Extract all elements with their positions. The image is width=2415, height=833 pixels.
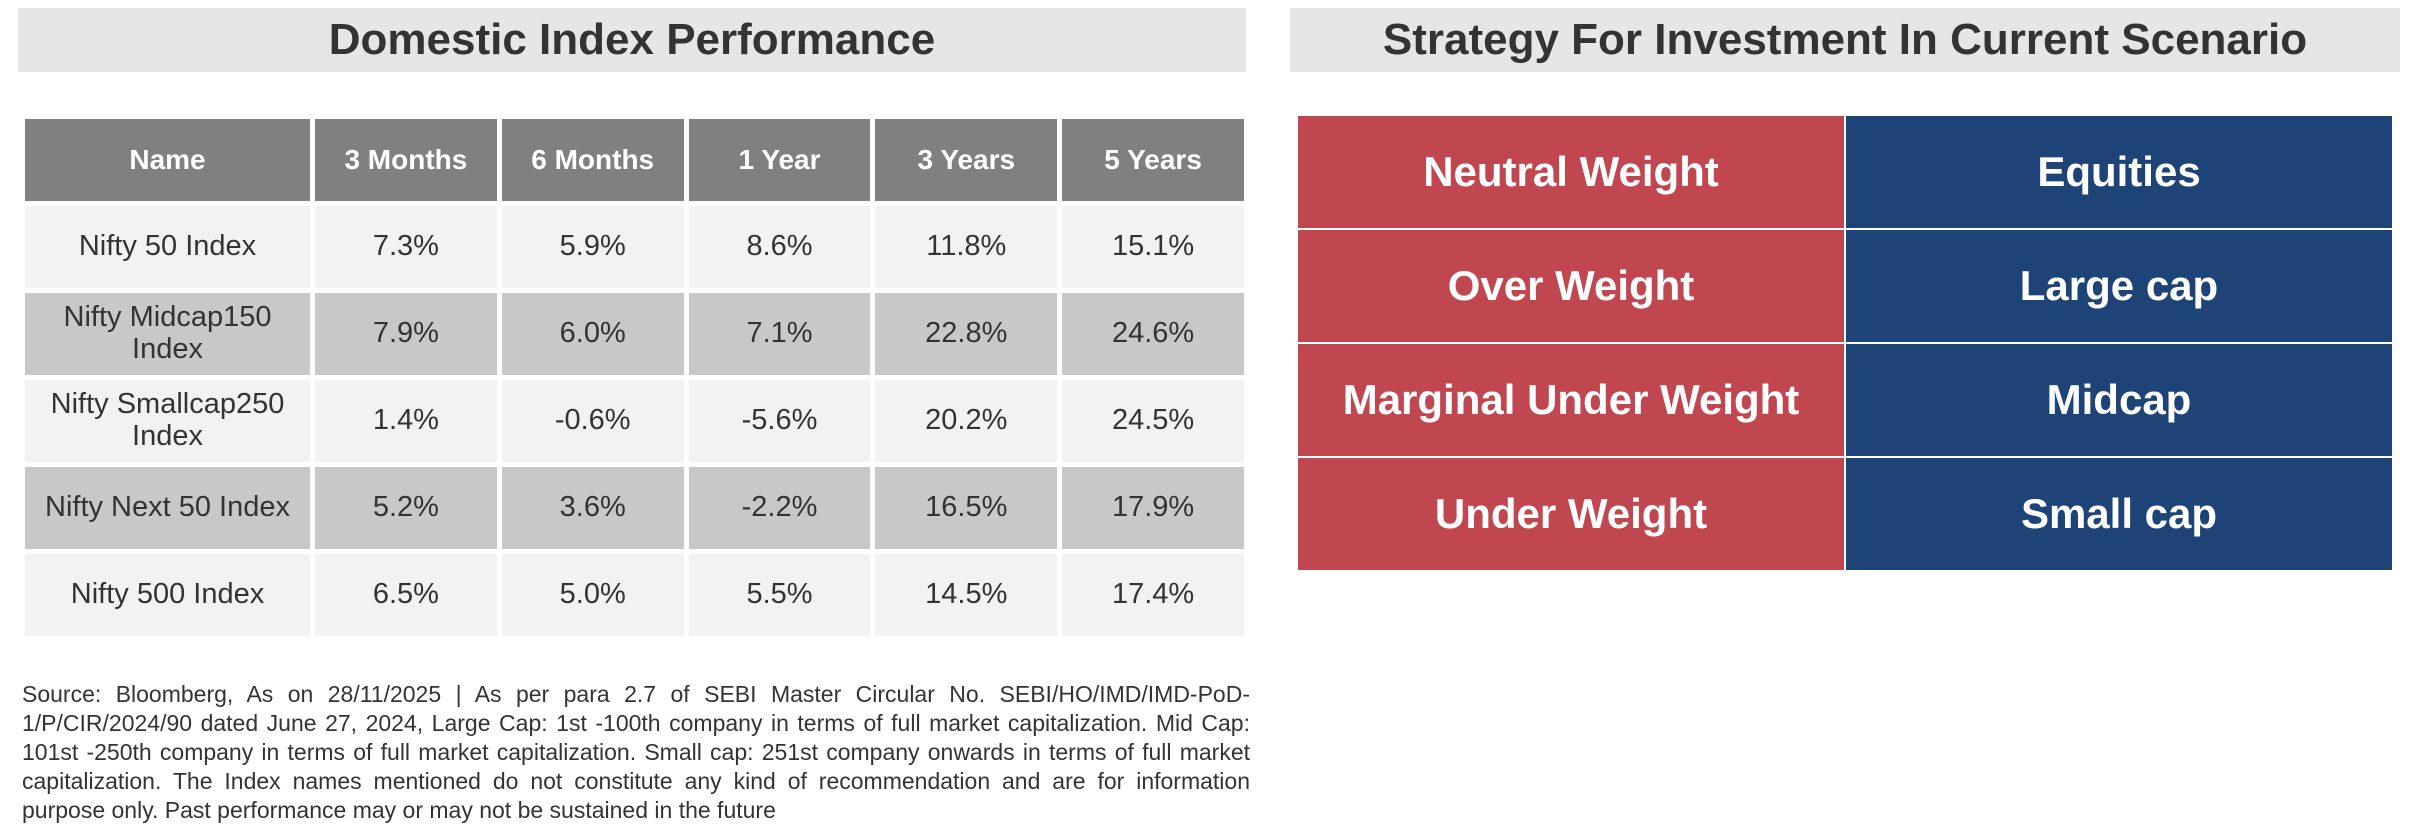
return-cell: 5.9% — [496, 201, 689, 293]
return-cell: 7.9% — [310, 288, 502, 380]
index-name: Nifty Smallcap250 Index — [20, 375, 315, 467]
table-row: Nifty 500 Index 6.5% 5.0% 5.5% 14.5% 17.4% — [20, 549, 1249, 641]
return-cell: -2.2% — [683, 462, 876, 554]
weight-cell: Under Weight — [1296, 456, 1846, 572]
asset-cell: Large cap — [1844, 228, 2394, 344]
return-cell: 17.9% — [1057, 462, 1249, 554]
column-header: 5 Years — [1057, 114, 1249, 206]
strategy-row: Marginal Under Weight Midcap — [1296, 342, 2394, 458]
return-cell: 14.5% — [870, 549, 1063, 641]
section-title: Domestic Index Performance — [18, 8, 1246, 72]
return-cell: 20.2% — [870, 375, 1063, 467]
table-row: Nifty 50 Index 7.3% 5.9% 8.6% 11.8% 15.1% — [20, 201, 1249, 293]
return-cell: 7.1% — [683, 288, 876, 380]
column-header: 1 Year — [683, 114, 876, 206]
strategy-row: Under Weight Small cap — [1296, 456, 2394, 572]
return-cell: 5.2% — [310, 462, 502, 554]
return-cell: -0.6% — [496, 375, 689, 467]
return-cell: 11.8% — [870, 201, 1063, 293]
index-name: Nifty 50 Index — [20, 201, 315, 293]
weight-cell: Marginal Under Weight — [1296, 342, 1846, 458]
column-header: 6 Months — [496, 114, 689, 206]
asset-cell: Midcap — [1844, 342, 2394, 458]
asset-cell: Small cap — [1844, 456, 2394, 572]
index-name: Nifty 500 Index — [20, 549, 315, 641]
return-cell: 3.6% — [496, 462, 689, 554]
return-cell: 24.5% — [1057, 375, 1249, 467]
index-name: Nifty Midcap150 Index — [20, 288, 315, 380]
footnote: Source: Bloomberg, As on 28/11/2025 | As… — [22, 681, 1250, 823]
section-title: Strategy For Investment In Current Scena… — [1290, 8, 2400, 72]
return-cell: 8.6% — [683, 201, 876, 293]
return-cell: 22.8% — [870, 288, 1063, 380]
return-cell: 5.5% — [683, 549, 876, 641]
table-row: Nifty Next 50 Index 5.2% 3.6% -2.2% 16.5% 17.… — [20, 462, 1249, 554]
asset-cell: Equities — [1844, 114, 2394, 230]
column-header: 3 Years — [870, 114, 1063, 206]
strategy-table: Neutral Weight Equities Over Weight Large c… — [1296, 114, 2394, 572]
table-row: Nifty Smallcap250 Index 1.4% -0.6% -5.6% 20.… — [20, 375, 1249, 467]
return-cell: 16.5% — [870, 462, 1063, 554]
weight-cell: Neutral Weight — [1296, 114, 1846, 230]
index-name: Nifty Next 50 Index — [20, 462, 315, 554]
return-cell: 6.0% — [496, 288, 689, 380]
table-row: Nifty Midcap150 Index 7.9% 6.0% 7.1% 22.8% 24… — [20, 288, 1249, 380]
strategy-row: Over Weight Large cap — [1296, 228, 2394, 344]
return-cell: 17.4% — [1057, 549, 1249, 641]
return-cell: 7.3% — [310, 201, 502, 293]
return-cell: -5.6% — [683, 375, 876, 467]
column-header: 3 Months — [310, 114, 502, 206]
return-cell: 24.6% — [1057, 288, 1249, 380]
return-cell: 15.1% — [1057, 201, 1249, 293]
strategy-row: Neutral Weight Equities — [1296, 114, 2394, 230]
return-cell: 1.4% — [310, 375, 502, 467]
header-row: Name 3 Months 6 Months 1 Year 3 Years 5 Years — [20, 114, 1249, 206]
return-cell: 5.0% — [496, 549, 689, 641]
performance-table: Name 3 Months 6 Months 1 Year 3 Years 5 Years… — [20, 114, 1249, 641]
weight-cell: Over Weight — [1296, 228, 1846, 344]
return-cell: 6.5% — [310, 549, 502, 641]
column-header: Name — [20, 114, 315, 206]
